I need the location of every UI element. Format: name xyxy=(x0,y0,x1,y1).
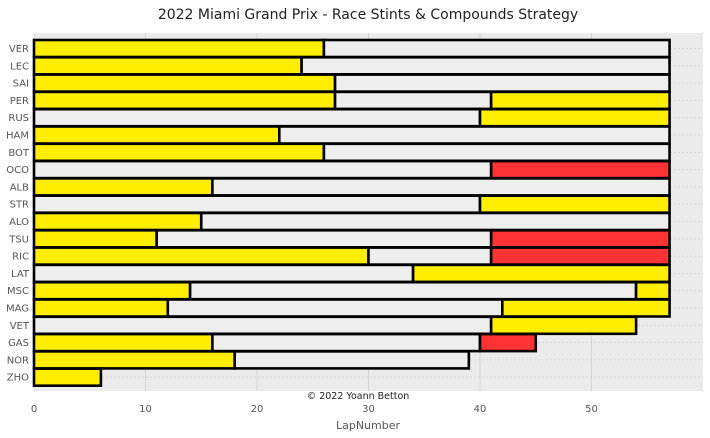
driver-label: LEC xyxy=(10,61,29,72)
driver-label: STR xyxy=(10,200,29,211)
stint-bar xyxy=(32,142,326,163)
driver-label: NOR xyxy=(7,355,29,366)
driver-label: ALB xyxy=(10,182,29,193)
driver-label: HAM xyxy=(6,131,29,142)
driver-label: TSU xyxy=(8,234,29,245)
stint-bar xyxy=(478,194,671,214)
driver-label: OCO xyxy=(6,165,29,176)
stint-bar xyxy=(32,38,326,59)
stint-bar xyxy=(188,280,638,301)
stint-bar xyxy=(166,298,504,318)
driver-label: ALO xyxy=(9,217,29,228)
stint-bar xyxy=(32,73,337,93)
stint-bar xyxy=(333,73,671,93)
driver-label: SAI xyxy=(13,79,29,90)
stint-bar xyxy=(634,280,671,301)
driver-label: ZHO xyxy=(7,373,29,384)
stint-bar xyxy=(411,263,671,284)
driver-label: MSC xyxy=(7,286,29,297)
stint-bar xyxy=(500,298,671,318)
stint-bar xyxy=(32,263,415,284)
stint-bar xyxy=(277,125,671,145)
x-tick-label: 40 xyxy=(474,404,487,415)
driver-label: RIC xyxy=(12,252,29,263)
stint-bar xyxy=(32,280,192,301)
x-tick-label: 50 xyxy=(585,404,598,415)
stint-bar xyxy=(32,211,203,232)
x-tick-label: 20 xyxy=(251,404,264,415)
stint-bar xyxy=(478,107,671,128)
stint-bar xyxy=(155,229,493,249)
stint-bar xyxy=(32,315,493,336)
stint-bar xyxy=(478,332,538,353)
stint-bars xyxy=(32,38,671,388)
stint-bar xyxy=(322,142,671,163)
stint-bar xyxy=(333,90,493,111)
stint-bar xyxy=(199,211,671,232)
stint-bar xyxy=(489,315,638,336)
stint-bar xyxy=(32,332,214,353)
stint-bar xyxy=(32,55,303,76)
stint-bar xyxy=(489,159,671,180)
x-tick-label: 30 xyxy=(362,404,375,415)
driver-label: BOT xyxy=(8,148,30,159)
driver-labels: VER LEC SAI PER RUS HAM BOT OCO ALB STR ALO TSU RIC L… xyxy=(6,44,30,384)
stint-bar xyxy=(32,90,337,111)
driver-label: GAS xyxy=(8,338,29,349)
stint-bar xyxy=(32,367,103,388)
stint-bar xyxy=(32,350,236,370)
driver-label: MAG xyxy=(6,304,29,315)
driver-label: PER xyxy=(10,96,29,107)
stint-bar xyxy=(32,194,482,214)
copyright-annotation: © 2022 Yoann Betton xyxy=(307,391,410,402)
stint-bar xyxy=(32,229,158,249)
stint-bar xyxy=(32,177,214,197)
x-tick-labels: 0 10 20 30 40 50 xyxy=(31,404,598,415)
stint-bar xyxy=(32,298,170,318)
x-tick-label: 0 xyxy=(31,404,37,415)
stint-bar xyxy=(32,246,370,266)
x-tick-label: 10 xyxy=(139,404,152,415)
stint-bar xyxy=(300,55,671,76)
stint-bar xyxy=(367,246,493,266)
driver-label: VET xyxy=(10,321,30,332)
stint-bar xyxy=(489,90,671,111)
stint-bar xyxy=(211,177,671,197)
driver-label: VER xyxy=(9,44,29,55)
driver-label: RUS xyxy=(8,113,29,124)
x-axis-label: LapNumber xyxy=(336,419,401,432)
stint-bar xyxy=(322,38,671,59)
driver-label: LAT xyxy=(11,269,30,280)
stint-bar xyxy=(489,229,671,249)
stint-bar xyxy=(32,125,281,145)
stint-bar xyxy=(211,332,482,353)
stint-bar xyxy=(233,350,471,370)
stint-bar xyxy=(32,159,493,180)
stint-bar xyxy=(489,246,671,266)
chart-title: 2022 Miami Grand Prix - Race Stints & Co… xyxy=(158,7,578,23)
stint-bar xyxy=(32,107,482,128)
